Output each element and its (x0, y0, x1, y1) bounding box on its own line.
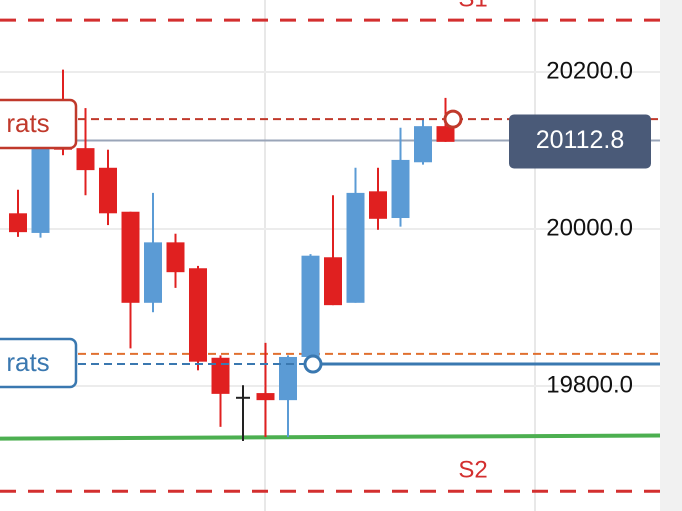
candle-body (211, 357, 230, 394)
alert-box (0, 337, 78, 389)
alert-box (0, 98, 78, 150)
candle-body (369, 191, 387, 219)
candle-body (256, 393, 275, 401)
candle-body (391, 159, 410, 219)
trend-line (0, 433, 661, 441)
alert-label: rats (6, 347, 49, 377)
candle-body (144, 242, 162, 303)
y-tick-label: 19800.0 (546, 371, 633, 398)
candle-body (279, 356, 297, 401)
candle-body (99, 167, 117, 214)
alert-marker (303, 354, 323, 374)
alert-label: rats (6, 108, 49, 138)
candle-body (121, 211, 140, 303)
level-label: S2 (458, 457, 487, 484)
candle-body (301, 255, 320, 357)
candle-body (346, 192, 365, 303)
candle-body (324, 257, 342, 306)
candle-body (189, 268, 207, 362)
candle-body (76, 148, 95, 171)
candle-body (166, 242, 185, 273)
y-tick-label: 20000.0 (546, 214, 633, 241)
candle-body (31, 145, 50, 233)
y-tick-label: 20200.0 (546, 57, 633, 84)
candle-body (436, 126, 455, 142)
price-tag (509, 114, 651, 169)
candle-body (414, 126, 432, 163)
alert-marker (443, 109, 463, 129)
side-strip (660, 0, 682, 511)
level-label: S1 (458, 0, 487, 13)
candle-body (9, 213, 27, 233)
price-tag-label: 20112.8 (536, 126, 625, 154)
